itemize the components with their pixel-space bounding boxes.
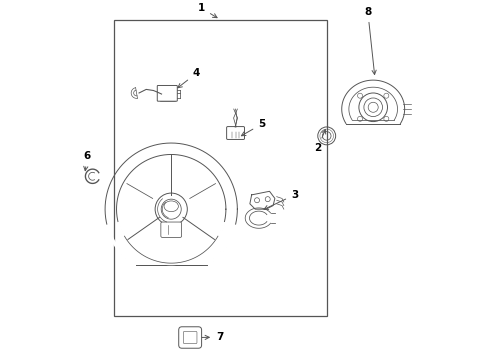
Text: 8: 8 [364, 7, 375, 75]
Bar [114, 20, 326, 316]
Text: 6: 6 [83, 151, 91, 171]
Text: 2: 2 [314, 130, 325, 153]
Text: 3: 3 [264, 190, 298, 210]
FancyBboxPatch shape [178, 327, 201, 348]
Text: 5: 5 [241, 119, 265, 136]
Text: 4: 4 [178, 68, 200, 88]
FancyBboxPatch shape [183, 332, 197, 343]
FancyBboxPatch shape [226, 127, 244, 139]
Text: 7: 7 [202, 332, 223, 342]
FancyBboxPatch shape [157, 85, 177, 101]
Text: 1: 1 [198, 3, 217, 18]
FancyBboxPatch shape [161, 222, 181, 237]
